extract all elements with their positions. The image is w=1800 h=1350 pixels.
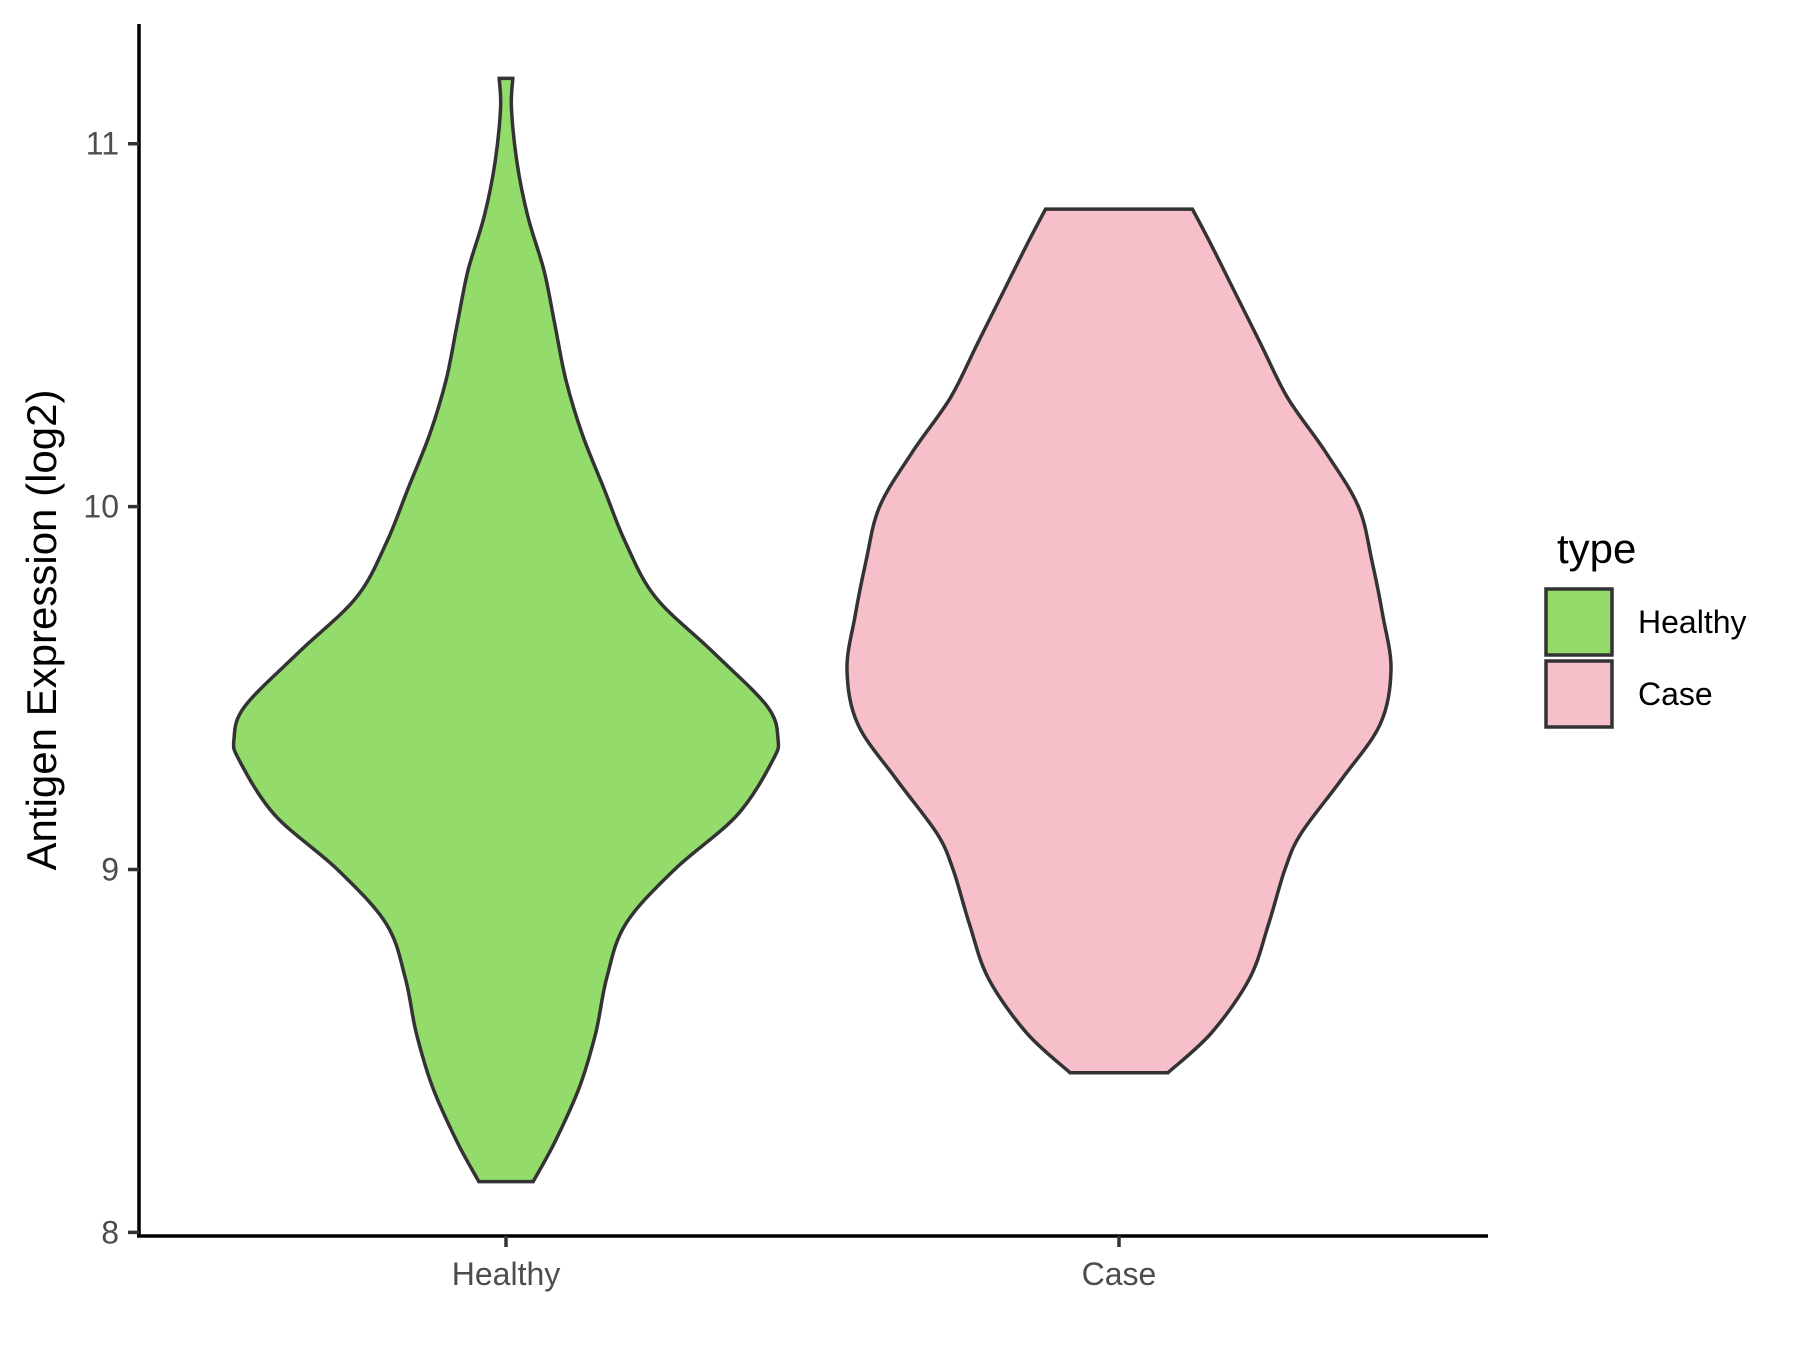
violin-case xyxy=(845,207,1393,1075)
y-ticks: 8 9 10 11 xyxy=(83,126,139,1250)
y-tick-label: 9 xyxy=(101,851,119,887)
legend-label-case: Case xyxy=(1638,676,1713,712)
y-tick-label: 11 xyxy=(86,126,119,162)
y-tick-label: 8 xyxy=(101,1214,119,1250)
legend-title: type xyxy=(1557,525,1636,572)
axes xyxy=(137,24,1488,1238)
legend-key-healthy xyxy=(1544,587,1614,657)
y-tick-label: 10 xyxy=(83,489,119,525)
violin-layer xyxy=(231,76,1393,1184)
y-axis-label: Antigen Expression (log2) xyxy=(18,390,65,871)
x-tick-label: Healthy xyxy=(452,1256,561,1292)
legend-label-healthy: Healthy xyxy=(1638,604,1747,640)
x-tick-label: Case xyxy=(1082,1256,1157,1292)
legend-key-case xyxy=(1544,659,1614,729)
violin-healthy xyxy=(231,76,781,1184)
x-ticks: Healthy Case xyxy=(452,1236,1157,1292)
legend: type Healthy Case xyxy=(1544,525,1747,729)
